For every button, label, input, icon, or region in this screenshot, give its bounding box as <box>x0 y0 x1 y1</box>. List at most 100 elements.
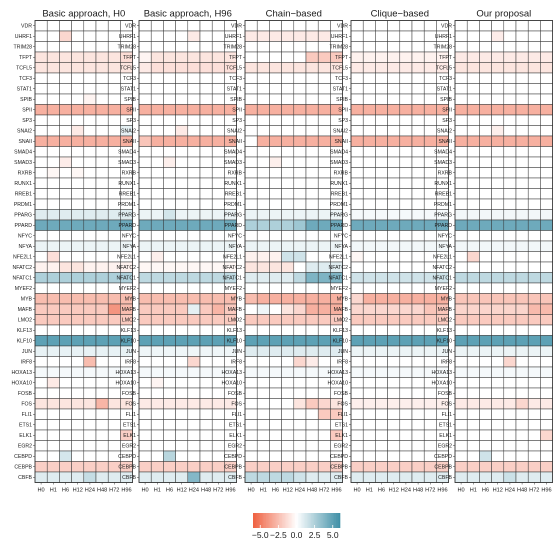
heatmap-cell <box>71 93 85 105</box>
heatmap-cell <box>350 282 364 294</box>
heatmap-cell <box>362 83 376 95</box>
heatmap-cell <box>375 146 388 158</box>
row-label: TCF3 <box>439 76 452 82</box>
heatmap-cell <box>211 471 225 483</box>
heatmap-cell <box>34 471 48 483</box>
heatmap-cell <box>411 335 425 347</box>
heatmap-cell <box>34 419 48 431</box>
row-label: ETS1 <box>19 423 32 429</box>
row-label: MAFB <box>18 307 33 313</box>
heatmap-cell <box>150 377 164 389</box>
row-label: RUNX1 <box>434 181 452 187</box>
heatmap-cell <box>387 471 401 483</box>
heatmap-cell <box>34 398 48 410</box>
heatmap-cell <box>211 282 225 294</box>
heatmap-cell <box>454 240 468 252</box>
heatmap-cell <box>95 251 109 263</box>
heatmap-cell <box>454 335 468 347</box>
heatmap-cell <box>138 408 152 420</box>
heatmap-cell <box>46 398 60 410</box>
heatmap-cell <box>187 20 201 32</box>
heatmap-cell <box>211 440 225 452</box>
row-label: NFYC <box>228 234 242 240</box>
heatmap-cell <box>163 167 176 179</box>
heatmap-cell <box>527 114 541 126</box>
heatmap-cell <box>350 471 364 483</box>
heatmap-cell <box>540 272 553 284</box>
heatmap-cell <box>269 303 282 315</box>
heatmap-cell <box>527 356 541 368</box>
heatmap-cell <box>305 72 319 84</box>
heatmap-cell <box>83 366 97 378</box>
heatmap-cell <box>46 429 60 441</box>
column-label: H48 <box>201 488 211 494</box>
heatmap-cell <box>269 167 282 179</box>
heatmap-cell <box>59 62 72 74</box>
heatmap-cell <box>411 303 425 315</box>
heatmap-cell <box>95 440 109 452</box>
heatmap-cell <box>375 345 388 357</box>
heatmap-cell <box>150 72 164 84</box>
row-label: HOXA13 <box>222 370 243 376</box>
heatmap-cell <box>423 62 437 74</box>
heatmap-cell <box>95 450 109 462</box>
heatmap-cell <box>515 356 529 368</box>
heatmap-cell <box>150 314 164 326</box>
heatmap-cell <box>293 146 307 158</box>
legend-gradient-step <box>332 513 335 528</box>
heatmap-cell <box>95 293 109 305</box>
heatmap-cell <box>362 72 376 84</box>
heatmap-cell <box>34 356 48 368</box>
heatmap-cell <box>503 198 517 210</box>
heatmap-cell <box>34 83 48 95</box>
heatmap-cell <box>479 282 492 294</box>
heatmap-cell <box>515 41 529 53</box>
heatmap-cell <box>466 461 480 473</box>
heatmap-cell <box>466 419 480 431</box>
heatmap-cell <box>256 282 270 294</box>
legend-gradient-step <box>267 513 270 528</box>
heatmap-cell <box>503 345 517 357</box>
heatmap-cell <box>187 450 201 462</box>
heatmap-cell <box>59 345 72 357</box>
heatmap-cell <box>491 125 505 137</box>
heatmap-cell <box>95 93 109 105</box>
heatmap-cell <box>71 450 85 462</box>
heatmap-cell <box>527 429 541 441</box>
heatmap-cell <box>515 408 529 420</box>
heatmap-cell <box>46 188 60 200</box>
heatmap-cell <box>175 387 189 399</box>
heatmap-cell <box>211 146 225 158</box>
heatmap-cell <box>479 261 492 273</box>
heatmap-cell <box>503 156 517 168</box>
heatmap-cell <box>454 440 468 452</box>
heatmap-cell <box>491 272 505 284</box>
row-label: KLF13 <box>227 328 242 334</box>
heatmap-cell <box>375 314 388 326</box>
heatmap-cell <box>491 408 505 420</box>
heatmap-cell <box>211 219 225 231</box>
heatmap-cell <box>540 387 553 399</box>
row-label: SMAD3 <box>14 160 32 166</box>
legend-gradient-step <box>279 513 281 528</box>
heatmap-cell <box>293 240 307 252</box>
heatmap-cell <box>83 146 97 158</box>
heatmap-cell <box>387 114 401 126</box>
heatmap-cell <box>83 261 97 273</box>
heatmap-cell <box>138 51 152 63</box>
heatmap-cell <box>150 387 164 399</box>
column-label: H1 <box>154 488 161 494</box>
legend-gradient-step <box>292 513 294 528</box>
heatmap-cell <box>175 93 189 105</box>
heatmap-cell <box>466 30 480 42</box>
heatmap-cell <box>317 104 331 116</box>
heatmap-cell <box>375 51 388 63</box>
heatmap-cell <box>256 146 270 158</box>
heatmap-cell <box>187 335 201 347</box>
heatmap-cell <box>362 41 376 53</box>
heatmap-cell <box>256 72 270 84</box>
heatmap-cell <box>95 387 109 399</box>
heatmap-cell <box>46 240 60 252</box>
heatmap-cell <box>163 429 176 441</box>
heatmap-cell <box>375 261 388 273</box>
